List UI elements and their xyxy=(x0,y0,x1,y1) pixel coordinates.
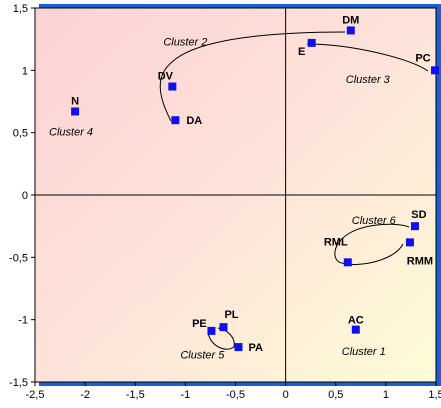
point-marker-e xyxy=(307,38,316,47)
point-marker-da xyxy=(171,116,180,125)
point-marker-pa xyxy=(234,343,243,352)
point-label-dm: DM xyxy=(342,14,359,26)
x-tick-label: 1 xyxy=(383,389,389,401)
point-label-da: DA xyxy=(186,115,202,127)
annotation-cluster-2: Cluster 2 xyxy=(163,37,207,49)
point-marker-ac xyxy=(351,325,360,334)
y-tick-label: 1 xyxy=(22,65,28,77)
point-label-ac: AC xyxy=(348,315,364,327)
point-marker-pe xyxy=(207,326,216,335)
point-label-rmm: RMM xyxy=(407,255,433,267)
point-marker-rmm xyxy=(405,238,414,247)
y-tick-label: -1,5 xyxy=(9,377,28,389)
x-tick-label: -1,5 xyxy=(126,389,145,401)
annotation-cluster-6: Cluster 6 xyxy=(352,215,397,227)
point-marker-pc xyxy=(430,66,439,75)
annotation-cluster-5: Cluster 5 xyxy=(180,350,225,362)
cluster2-connector xyxy=(159,31,346,122)
point-marker-sd xyxy=(410,222,419,231)
x-tick-label: 0,5 xyxy=(328,389,343,401)
point-label-n: N xyxy=(71,95,79,107)
point-marker-pl xyxy=(219,323,228,332)
point-label-rml: RML xyxy=(324,236,348,248)
annotation-cluster-4: Cluster 4 xyxy=(49,126,93,138)
cluster3-connector xyxy=(306,43,429,72)
point-marker-n xyxy=(71,107,80,116)
cluster5-connector xyxy=(207,327,235,350)
point-label-pe: PE xyxy=(192,318,207,330)
point-label-pc: PC xyxy=(415,52,430,64)
x-tick-label: -1 xyxy=(180,389,190,401)
annotation-cluster-1: Cluster 1 xyxy=(342,346,386,358)
tick-labels: -2,5 -2 -1,5 -1 -0,5 0 0,5 1 1,5 1,5 1 0,5 0 -0,5 -1 -1… xyxy=(9,3,441,401)
y-tick-label: -0,5 xyxy=(9,252,28,264)
cluster-annotations: Cluster 1 Cluster 2 Cluster 3 Cluster 4 Clus… xyxy=(49,37,397,362)
point-label-sd: SD xyxy=(411,209,426,221)
annotation-cluster-3: Cluster 3 xyxy=(346,74,391,86)
point-label-pl: PL xyxy=(224,309,238,321)
x-tick-label: -2 xyxy=(80,389,90,401)
point-label-pa: PA xyxy=(249,342,264,354)
data-points: DM E PC DV DA N SD RML RMM AC PE PL PA xyxy=(71,14,439,354)
y-tick-label: 0,5 xyxy=(13,128,28,140)
point-label-e: E xyxy=(298,46,305,58)
x-tick-label: -2,5 xyxy=(26,389,45,401)
x-tick-label: -0,5 xyxy=(226,389,245,401)
point-marker-dv xyxy=(168,82,177,91)
axes xyxy=(35,8,436,382)
cluster6-connector xyxy=(334,223,410,265)
point-marker-rml xyxy=(343,258,352,267)
point-label-dv: DV xyxy=(158,71,174,83)
y-tick-label: -1 xyxy=(18,315,28,327)
y-tick-label: 1,5 xyxy=(13,3,28,15)
point-marker-dm xyxy=(346,26,355,35)
cluster-connectors xyxy=(159,31,429,350)
y-tick-label: 0 xyxy=(22,190,28,202)
x-tick-label: 0 xyxy=(283,389,289,401)
x-tick-label: 1,5 xyxy=(428,389,441,401)
